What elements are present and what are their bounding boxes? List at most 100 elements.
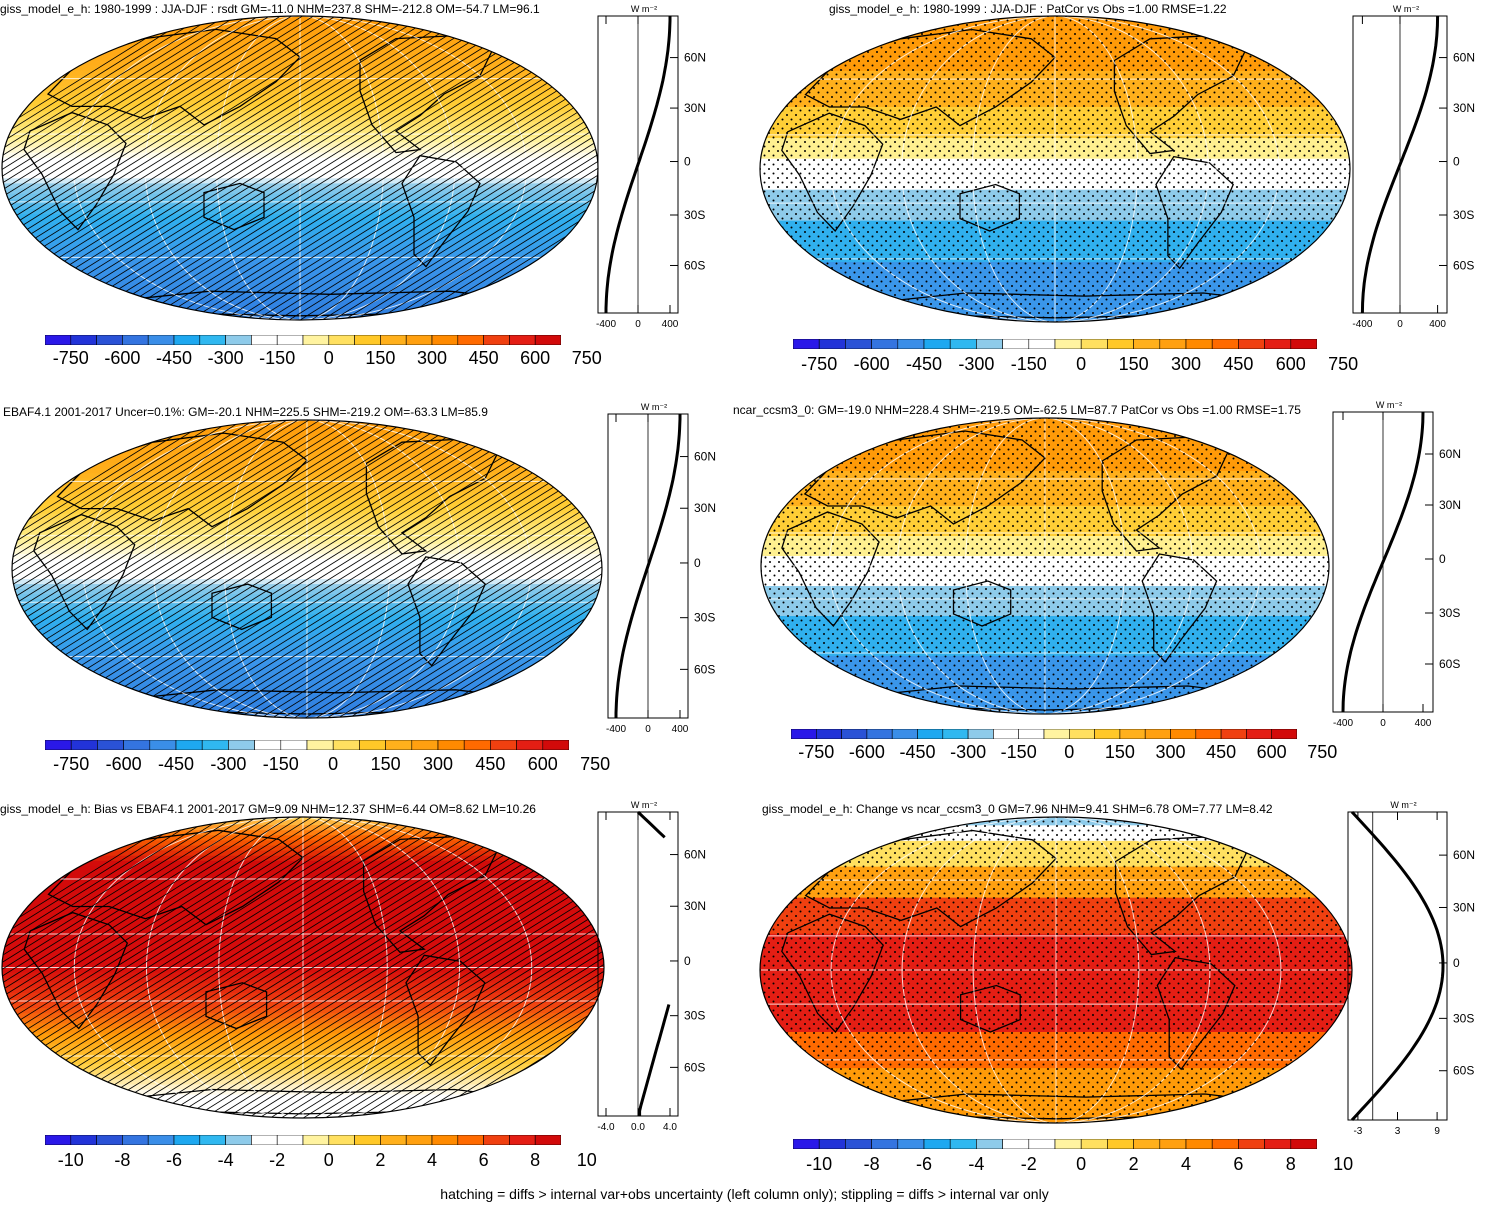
colorbar-label: 2 [375, 1150, 386, 1170]
colorbar-label: -750 [52, 348, 89, 368]
colorbar-swatch [1246, 729, 1272, 739]
colorbar-swatch [431, 335, 459, 345]
profile-ytick: 60N [694, 450, 716, 464]
colorbar-label: -300 [210, 754, 247, 774]
coastline [23, 111, 127, 231]
profile-ytick: 30S [684, 208, 705, 222]
colorbar-swatch [1054, 339, 1082, 349]
colorbar-label: 450 [468, 348, 499, 368]
colorbar-swatch [411, 740, 439, 750]
profile-xtick: 9 [1434, 1126, 1440, 1137]
colorbar-swatch [96, 335, 123, 345]
colorbar-swatch [967, 729, 994, 739]
profile-ytick: 0 [1453, 155, 1460, 169]
profile-ytick: 30N [1453, 101, 1475, 115]
colorbar-label: -6 [915, 1154, 933, 1174]
colorbar-label: -750 [53, 754, 90, 774]
colorbar-label: 450 [1223, 354, 1254, 374]
colorbar-label: -600 [105, 754, 142, 774]
colorbar-label: -8 [114, 1150, 131, 1170]
profile-ytick: 60S [1453, 258, 1474, 272]
colorbar-swatch [149, 740, 177, 750]
colorbar-swatch [1290, 1139, 1317, 1149]
profile-ytick: 60N [684, 848, 706, 862]
coastline [205, 982, 268, 1030]
colorbar [793, 1139, 1317, 1149]
colorbar-label: 150 [1104, 742, 1135, 762]
map-border [760, 417, 1330, 715]
colorbar [45, 1135, 561, 1145]
colorbar-swatch [1238, 1139, 1265, 1149]
colorbar-label: -4 [217, 1150, 234, 1170]
colorbar-swatch [866, 729, 893, 739]
profile-unit: W m⁻² [641, 402, 667, 412]
colorbar-swatch [976, 339, 1003, 349]
colorbar-swatch [1211, 339, 1239, 349]
colorbar-label: 600 [1256, 742, 1287, 762]
coastline [203, 182, 265, 231]
profile-ytick: 0 [684, 155, 691, 169]
profile-ytick: 60N [1439, 447, 1461, 461]
colorbar-swatch [1133, 339, 1161, 349]
colorbar-label: -150 [259, 348, 296, 368]
profile-ytick: 30S [684, 1009, 705, 1023]
colorbar-swatch [354, 1135, 381, 1145]
profile-xtick: 400 [1429, 319, 1446, 330]
colorbar-swatch [254, 740, 282, 750]
profile-xtick: 0 [635, 319, 641, 330]
colorbar-label: 300 [422, 754, 454, 774]
colorbar-label: 10 [576, 1150, 597, 1170]
colorbar-swatch [1043, 729, 1070, 739]
profile-xtick: -400 [1333, 718, 1353, 729]
zonal-mean-profile: W m⁻² -400 0 400 60N 30N 0 30S 60S [606, 402, 716, 735]
colorbar-swatch [1185, 339, 1213, 349]
colorbar-label: -600 [104, 348, 141, 368]
colorbar-label: 4 [426, 1150, 438, 1170]
coastline [1238, 427, 1281, 465]
colorbar-swatch [942, 729, 969, 739]
colorbar-label: 0 [1076, 1154, 1087, 1174]
colorbar-label: 300 [1170, 354, 1202, 374]
colorbar-swatch [1211, 1139, 1239, 1149]
colorbar-swatch [463, 740, 491, 750]
coastline [1256, 25, 1300, 65]
colorbar-swatch [306, 740, 334, 750]
colorbar-label: -300 [958, 354, 995, 374]
colorbar-label: -10 [806, 1154, 833, 1174]
colorbar-swatch [405, 1135, 433, 1145]
colorbar-swatch [793, 1139, 820, 1149]
profile-ytick: 0 [694, 556, 701, 570]
colorbar-swatch [1028, 339, 1056, 349]
profile-xtick: -400 [596, 319, 616, 330]
profile-xtick: 0 [1397, 319, 1403, 330]
colorbar-swatch [225, 1135, 252, 1145]
colorbar-swatch [1133, 1139, 1161, 1149]
colorbar-swatch [332, 740, 360, 750]
colorbar-label: 450 [475, 754, 506, 774]
colorbar-swatch [380, 335, 407, 345]
colorbar-swatch [437, 740, 465, 750]
coastline [46, 28, 301, 126]
colorbar-label: -2 [1020, 1154, 1037, 1174]
profile-xtick: 400 [662, 319, 679, 330]
colorbar-swatch [949, 1139, 977, 1149]
profile-ytick: 0 [684, 954, 691, 968]
colorbar-swatch [1195, 729, 1222, 739]
colorbar-swatch [173, 335, 201, 345]
colorbar-swatch [199, 1135, 226, 1145]
colorbar-label: 750 [580, 754, 611, 774]
colorbar-swatch [45, 1135, 72, 1145]
colorbar-swatch [542, 740, 569, 750]
colorbar-swatch [897, 1139, 925, 1149]
colorbar-swatch [1068, 729, 1095, 739]
coastline [1257, 826, 1302, 866]
colorbar-label: 0 [323, 348, 334, 368]
colorbar-swatch [815, 729, 842, 739]
profile-ytick: 60N [1453, 848, 1475, 862]
colorbar-swatch [97, 740, 124, 750]
map-plot [759, 816, 1353, 1124]
colorbar-swatch [1271, 729, 1297, 739]
map-plot [1, 816, 605, 1119]
colorbar-label: -600 [853, 354, 890, 374]
panel-title: EBAF4.1 2001-2017 Uncer=0.1%: GM=-20.1 N… [3, 405, 488, 419]
